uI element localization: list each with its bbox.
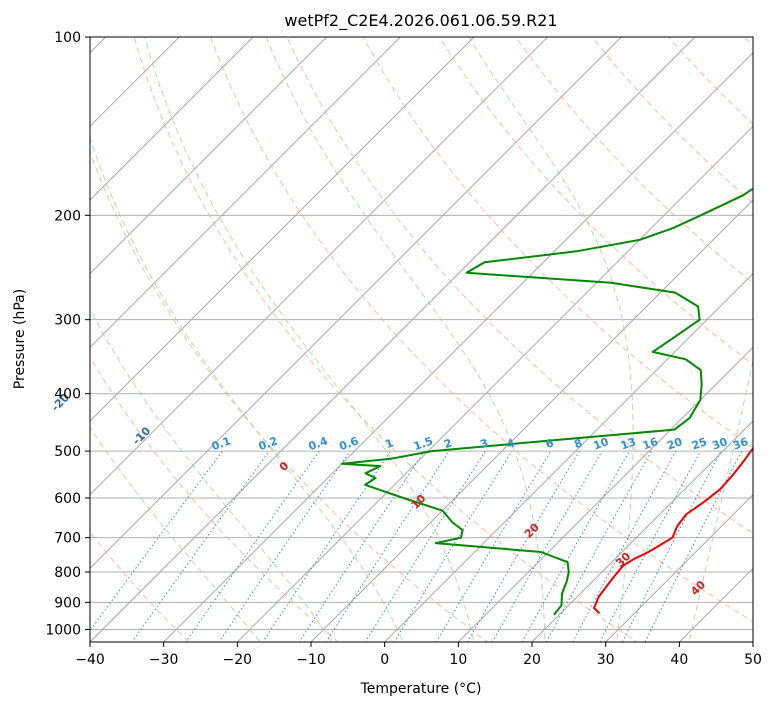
moist-adiabat-line xyxy=(468,37,634,642)
chart-title: wetPf2_C2E4.2026.061.06.59.R21 xyxy=(284,11,557,31)
isotherm-line xyxy=(90,37,328,275)
moist-adiabat-line xyxy=(90,426,261,642)
mixing-ratio-label: 10 xyxy=(592,435,611,453)
x-tick-label: 50 xyxy=(744,652,762,668)
mixing-ratio-line xyxy=(491,450,603,642)
mixing-ratio-label: 6 xyxy=(544,436,556,451)
x-tick-label: 30 xyxy=(597,652,615,668)
isotherm-line xyxy=(384,272,753,642)
moist-adiabat-line xyxy=(90,136,404,642)
moist-adiabat-line xyxy=(144,37,475,642)
mixing-ratio-label: 1.5 xyxy=(412,434,435,453)
mixing-ratio-line xyxy=(572,450,677,642)
sounding-profiles xyxy=(341,187,753,616)
isotherm-line xyxy=(90,37,696,642)
mixing-ratio-label: 4 xyxy=(505,436,517,451)
y-axis-title: Pressure (hPa) xyxy=(12,289,28,389)
mixing-ratio-label: 0.1 xyxy=(210,434,233,453)
sounding-line xyxy=(341,187,753,616)
isotherm-line xyxy=(163,51,753,642)
mixing-ratio-line xyxy=(393,450,513,642)
isotherm-line xyxy=(90,37,401,349)
x-tick-label: 0 xyxy=(380,652,389,668)
mixing-ratio-line xyxy=(325,450,450,642)
y-tick-label: 400 xyxy=(54,387,81,403)
y-tick-label: 900 xyxy=(54,595,81,611)
dry-adiabat-lines xyxy=(90,37,753,642)
mixing-ratio-line xyxy=(435,450,552,642)
plot-frame xyxy=(89,36,754,643)
mixing-ratio-label: 20 xyxy=(665,435,684,453)
mixing-ratio-label: 0.2 xyxy=(257,434,280,453)
dry-adiabat-line xyxy=(209,37,753,623)
mixing-ratio-line xyxy=(599,450,701,642)
mixing-ratio-line xyxy=(298,450,425,642)
x-tick-label: 10 xyxy=(449,652,467,668)
mixing-ratio-line xyxy=(185,450,320,642)
isotherm-line xyxy=(457,346,753,642)
moist-adiabat-line xyxy=(265,37,546,642)
x-tick-label: 40 xyxy=(670,652,688,668)
isotherm-line xyxy=(605,493,753,642)
x-tick-label: −10 xyxy=(296,652,326,668)
y-tick-label: 800 xyxy=(54,565,81,581)
mixing-ratio-line xyxy=(364,450,486,642)
dry-adiabat-line xyxy=(515,37,753,284)
y-axis-ticks: 1000 900 800 700 600 500 400 300 200 100 xyxy=(45,30,90,638)
x-axis-title: Temperature (°C) xyxy=(360,681,482,697)
mixing-ratio-line xyxy=(466,450,580,642)
y-tick-label: 500 xyxy=(54,444,81,460)
dry-adiabat-line xyxy=(286,37,753,534)
mixing-ratio-label: 8 xyxy=(572,436,584,451)
mixing-ratio-line xyxy=(262,450,392,642)
mixing-ratio-line xyxy=(90,450,223,632)
mixing-ratio-label: 2 xyxy=(442,436,454,451)
y-tick-label: 300 xyxy=(54,313,81,329)
mixing-ratio-label: 25 xyxy=(690,435,709,452)
y-tick-label: 100 xyxy=(54,30,81,46)
dry-adiabat-line xyxy=(133,37,638,642)
x-tick-label: −20 xyxy=(223,652,253,668)
sounding-line xyxy=(593,446,753,615)
moist-adiabat-lines xyxy=(90,37,753,642)
dry-adiabat-line xyxy=(90,150,489,642)
mixing-ratio-label: 30 xyxy=(710,435,729,453)
mixing-ratio-label: 1 xyxy=(384,436,396,451)
mixing-ratio-label: 36 xyxy=(731,435,750,453)
y-tick-label: 200 xyxy=(54,208,81,224)
x-tick-label: −30 xyxy=(149,652,179,668)
mixing-ratio-lines xyxy=(90,450,743,642)
mixing-ratio-label: 0.4 xyxy=(307,434,330,453)
moist-adiabat-line xyxy=(90,308,333,642)
x-tick-label: −40 xyxy=(75,652,105,668)
dry-adiabat-line xyxy=(438,37,753,366)
mixing-ratio-label: 16 xyxy=(641,435,660,453)
isotherm-line xyxy=(90,37,254,201)
isotherm-lines xyxy=(90,37,753,642)
isotherm-line xyxy=(90,37,622,570)
y-tick-label: 600 xyxy=(54,491,81,507)
isotherm-line xyxy=(531,420,753,642)
isotherm-line xyxy=(90,37,475,422)
moist-adiabat-line xyxy=(688,358,753,642)
x-tick-label: 20 xyxy=(523,652,541,668)
mixing-ratio-label: 13 xyxy=(619,435,638,452)
y-tick-label: 1000 xyxy=(45,622,81,638)
isotherm-line xyxy=(310,199,753,642)
mixing-ratio-label: 3 xyxy=(478,436,490,451)
mixing-ratio-line xyxy=(218,450,351,642)
mixing-ratio-label: 0.6 xyxy=(338,434,361,453)
dry-adiabat-line xyxy=(90,356,340,642)
isotherm-line xyxy=(90,37,549,496)
isotherm-line xyxy=(236,125,753,642)
x-axis-ticks: −40 −30 −20 −10 0 10 20 30 40 50 xyxy=(75,642,762,668)
y-tick-label: 700 xyxy=(54,531,81,547)
